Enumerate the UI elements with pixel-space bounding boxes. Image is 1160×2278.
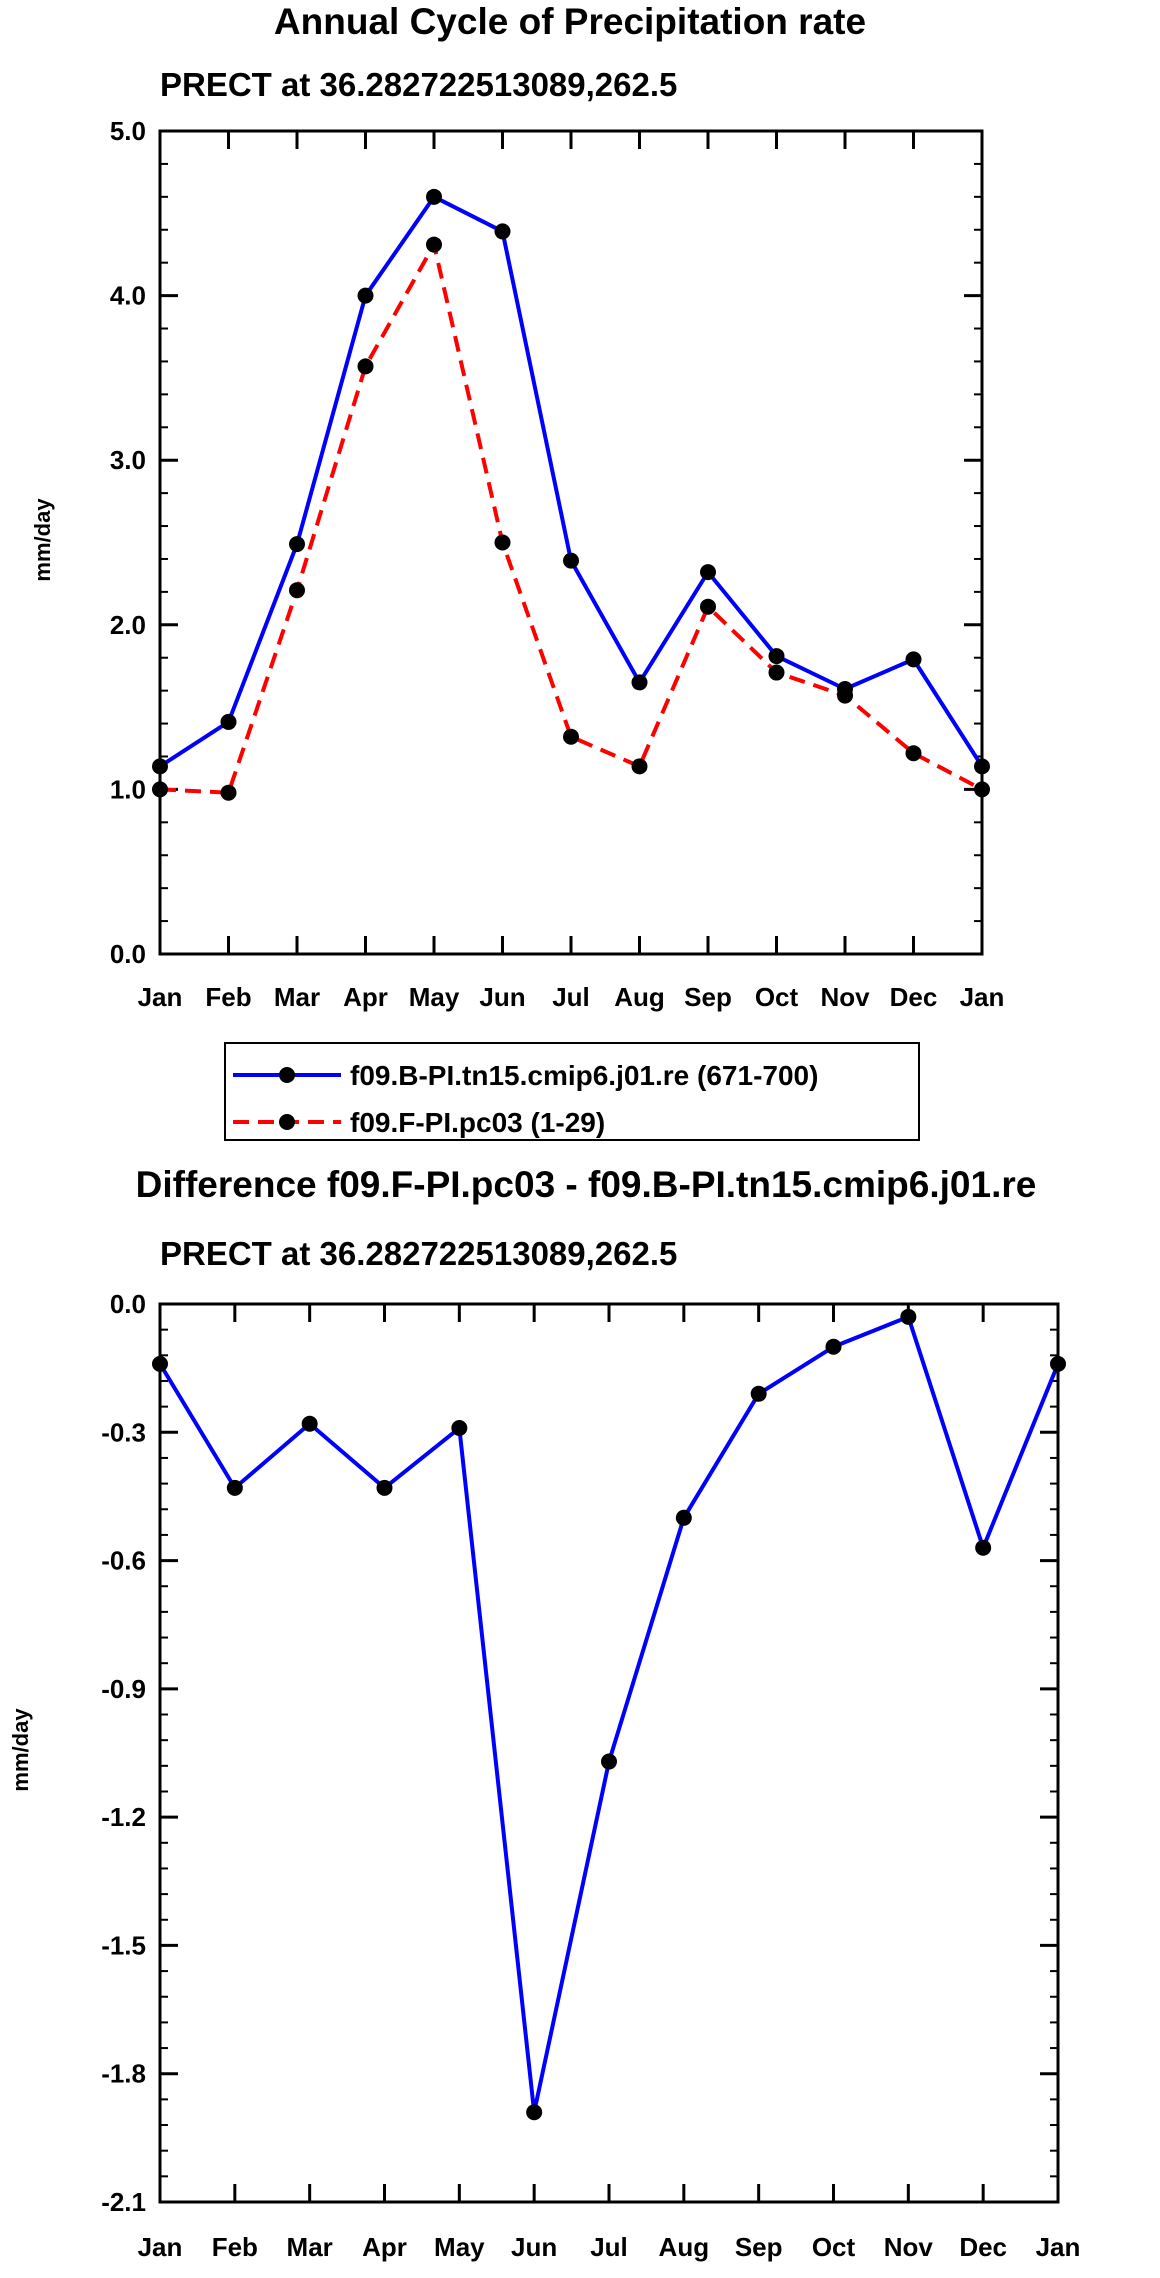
chart1-plot-border [158, 129, 984, 956]
chart2-x-tick-label: Dec [959, 2232, 1007, 2262]
chart1-data-point [631, 674, 648, 691]
chart2-x-tick-label: Sep [735, 2232, 783, 2262]
chart2-y-tick-label: 0.0 [110, 1289, 146, 1319]
chart1-data-point [768, 648, 785, 665]
legend-marker-model-f [279, 1114, 295, 1130]
chart2-data-point [376, 1479, 393, 1496]
chart1-data-point [426, 236, 442, 253]
chart2-y-axis-label: mm/day [8, 1708, 33, 1792]
chart2-y-tick-label: -1.5 [101, 1930, 146, 1960]
chart1-data-point [768, 664, 785, 681]
chart1-x-tick-label: Jun [479, 982, 525, 1012]
chart1-y-tick-label: 4.0 [110, 281, 146, 311]
chart1-title: Annual Cycle of Precipitation rate [274, 1, 866, 42]
chart1-x-tick-label: Apr [343, 982, 388, 1012]
chart1-x-tick-label: Dec [890, 982, 938, 1012]
chart1-data-point [631, 758, 648, 775]
chart2-y-tick-label: -0.6 [101, 1546, 146, 1576]
chart1-data-point [220, 713, 237, 730]
chart2-x-tick-label: Apr [362, 2232, 407, 2262]
precipitation-annual-cycle-chart: Annual Cycle of Precipitation rate PRECT… [30, 1, 1004, 1012]
legend-label-model-b: f09.B-PI.tn15.cmip6.j01.re (671-700) [350, 1060, 818, 1091]
chart2-y-tick-label: -2.1 [101, 2187, 146, 2217]
chart2-data-point [825, 1338, 842, 1355]
chart1-y-axis-label: mm/day [30, 498, 55, 582]
chart1-y-tick-label: 3.0 [110, 445, 146, 475]
chart1-x-tick-label: Aug [614, 982, 665, 1012]
chart2-data-point [451, 1420, 468, 1437]
chart2-plot-border [158, 1302, 1060, 2204]
chart1-data-point [357, 358, 374, 375]
chart2-data-point [900, 1308, 917, 1325]
chart1-series [152, 188, 990, 801]
chart1-x-tick-label: Jan [138, 982, 183, 1012]
chart2-subtitle: PRECT at 36.282722513089,262.5 [160, 1235, 677, 1272]
chart1-data-point [220, 784, 237, 801]
chart1-data-point [905, 651, 922, 668]
chart1-data-point [289, 536, 305, 553]
chart2-data-point [301, 1415, 318, 1432]
chart1-data-point [700, 564, 716, 581]
chart2-data-point [675, 1509, 692, 1526]
chart1-series-line-0 [158, 194, 984, 769]
chart1-data-point [426, 188, 442, 205]
chart2-axes: 0.0 -0.3 -0.6 -0.9 -1.2 -1.5 -1.8 -2.1 Jan Feb Mar… [101, 1289, 1080, 2262]
chart2-series-line-0 [158, 1314, 1060, 2115]
chart2-y-tick-label: -0.3 [101, 1417, 146, 1447]
chart1-x-tick-label: Jan [960, 982, 1005, 1012]
chart1-series-line-1 [159, 242, 983, 795]
chart2-y-tick-label: -1.2 [101, 1802, 146, 1832]
chart2-x-tick-label: Jul [590, 2232, 628, 2262]
chart2-data-point [601, 1753, 617, 1770]
chart1-y-tick-label: 5.0 [110, 116, 146, 146]
chart1-data-point [563, 552, 579, 569]
legend-marker-model-b [279, 1067, 295, 1083]
chart1-y-tick-label: 1.0 [110, 774, 146, 804]
chart2-x-tick-label: Jun [511, 2232, 557, 2262]
chart1-data-point [905, 745, 922, 762]
chart1-x-tick-label: May [409, 982, 460, 1012]
chart1-data-point [700, 598, 716, 615]
chart2-y-tick-label: -0.9 [101, 1674, 146, 1704]
chart1-data-point [494, 534, 511, 551]
chart2-data-point [526, 2104, 543, 2121]
chart1-axes: 0.0 1.0 2.0 3.0 4.0 5.0 Jan Feb Mar Apr May Jun Jul A… [110, 116, 1005, 1012]
chart2-x-tick-label: Oct [812, 2232, 856, 2262]
chart1-x-tick-label: Nov [820, 982, 870, 1012]
chart2-data-point [975, 1539, 992, 1556]
chart1-frame [158, 129, 984, 956]
chart1-data-point [563, 728, 579, 745]
chart1-y-tick-label: 0.0 [110, 939, 146, 969]
chart1-x-tick-label: Jul [552, 982, 590, 1012]
legend-label-model-f: f09.F-PI.pc03 (1-29) [350, 1107, 605, 1138]
chart1-x-tick-label: Mar [274, 982, 320, 1012]
chart1-y-tick-label: 2.0 [110, 610, 146, 640]
chart1-x-tick-label: Feb [205, 982, 251, 1012]
chart1-subtitle: PRECT at 36.282722513089,262.5 [160, 66, 677, 103]
chart1-x-tick-label: Oct [755, 982, 799, 1012]
chart1-data-point [837, 687, 853, 704]
chart2-x-tick-label: Feb [212, 2232, 258, 2262]
chart2-series [152, 1308, 1066, 2121]
precipitation-difference-chart: Difference f09.F-PI.pc03 - f09.B-PI.tn15… [8, 1164, 1080, 2262]
chart2-title: Difference f09.F-PI.pc03 - f09.B-PI.tn15… [136, 1164, 1037, 1205]
chart2-x-tick-label: May [434, 2232, 485, 2262]
chart2-frame [158, 1302, 1060, 2204]
chart2-x-tick-label: Nov [884, 2232, 934, 2262]
chart2-x-tick-label: Jan [1036, 2232, 1081, 2262]
chart2-x-tick-label: Aug [659, 2232, 710, 2262]
chart1-data-point [494, 223, 511, 240]
chart1-legend: f09.B-PI.tn15.cmip6.j01.re (671-700) f09… [224, 1042, 920, 1141]
chart1-x-tick-label: Sep [684, 982, 732, 1012]
chart2-data-point [226, 1479, 243, 1496]
chart2-y-tick-label: -1.8 [101, 2059, 146, 2089]
chart2-data-point [750, 1385, 767, 1402]
chart2-x-tick-label: Mar [287, 2232, 333, 2262]
chart1-data-point [289, 582, 305, 599]
chart1-data-point [357, 287, 374, 304]
chart2-x-tick-label: Jan [138, 2232, 183, 2262]
